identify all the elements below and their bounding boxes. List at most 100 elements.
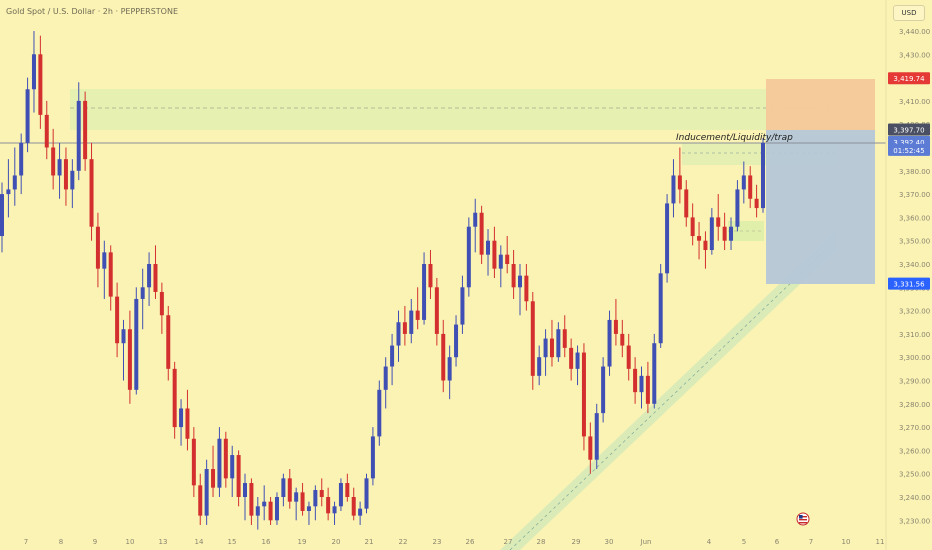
candle — [6, 159, 11, 218]
candle-body — [473, 212, 478, 227]
candle-body — [639, 375, 644, 393]
time-tick-label: 4 — [707, 538, 712, 546]
candle-body — [524, 275, 529, 302]
time-tick-label: 11 — [876, 538, 885, 546]
price-tick-label: 3,280.00 — [899, 401, 930, 409]
candle — [505, 236, 510, 274]
price-tick-label: 3,250.00 — [899, 471, 930, 479]
candle — [172, 361, 177, 439]
candle — [390, 333, 395, 386]
candle-body — [735, 189, 740, 227]
candle-body — [345, 483, 350, 497]
candle — [511, 250, 516, 299]
candle-body — [466, 226, 471, 288]
candle — [537, 345, 542, 386]
candle — [89, 142, 94, 241]
candle-body — [351, 497, 356, 516]
candle-body — [102, 252, 107, 269]
price-tick-label: 3,380.00 — [899, 168, 930, 176]
candle — [620, 319, 625, 358]
candle — [543, 329, 548, 376]
candle — [607, 310, 612, 376]
candle — [358, 501, 363, 525]
time-tick-label: 27 — [504, 538, 513, 546]
candle-body — [377, 389, 382, 437]
candle — [645, 361, 650, 414]
candle-body — [556, 329, 561, 358]
candle-body — [95, 226, 100, 269]
candle — [383, 357, 388, 409]
candle — [665, 194, 670, 283]
candle — [415, 287, 420, 330]
candle — [140, 268, 145, 330]
candle — [556, 322, 561, 362]
candle-body — [191, 438, 196, 486]
candle — [370, 427, 375, 486]
candle-body — [511, 264, 516, 288]
candle — [185, 389, 190, 451]
candle-body — [153, 264, 158, 292]
candle-body — [697, 236, 702, 241]
candle-body — [684, 189, 689, 218]
candle-body — [51, 147, 56, 176]
candle — [454, 315, 459, 367]
candle — [396, 310, 401, 362]
candle — [466, 217, 471, 297]
candle-body — [748, 175, 753, 199]
time-tick-label: 28 — [537, 538, 546, 546]
candle-body — [319, 490, 324, 497]
candle — [428, 250, 433, 299]
candle — [345, 473, 350, 502]
candle-body — [613, 319, 618, 334]
candle-body — [217, 438, 222, 488]
time-tick-label: 5 — [742, 538, 746, 546]
candle — [492, 226, 497, 278]
candle-body — [409, 310, 414, 334]
candle — [255, 497, 260, 530]
price-tick-label: 3,440.00 — [899, 28, 930, 36]
time-tick-label: 7 — [809, 538, 813, 546]
candle — [326, 487, 331, 521]
candle-body — [6, 189, 11, 195]
time-tick-label: 26 — [466, 538, 475, 546]
price-label-box — [888, 72, 930, 85]
candle-body — [537, 357, 542, 376]
candle-body — [716, 217, 721, 227]
price-label-box — [888, 123, 930, 136]
us-flag-icon[interactable] — [796, 512, 810, 526]
candle — [690, 203, 695, 246]
trend-channel-midline — [509, 239, 837, 550]
candle — [300, 483, 305, 516]
price-tick-label: 3,430.00 — [899, 51, 930, 59]
candle — [211, 445, 216, 497]
candle — [236, 450, 241, 507]
candle — [364, 473, 369, 514]
candle-body — [230, 455, 235, 479]
price-tick-label: 3,300.00 — [899, 354, 930, 362]
candle — [166, 305, 171, 381]
candle — [115, 282, 120, 358]
price-tick-label: 3,310.00 — [899, 331, 930, 339]
candle-body — [0, 194, 4, 237]
candle-body — [402, 322, 407, 334]
time-tick-label: 6 — [775, 538, 780, 546]
candle — [530, 291, 535, 390]
candle-body — [703, 240, 708, 251]
candle — [294, 487, 299, 521]
time-tick-label: 14 — [195, 538, 204, 546]
time-tick-label: Jun — [640, 538, 652, 546]
candle — [351, 487, 356, 521]
candle — [517, 264, 522, 316]
candle-body — [479, 212, 484, 255]
candle — [549, 319, 554, 367]
candle — [473, 198, 478, 253]
candle — [716, 194, 721, 241]
candle-body — [300, 492, 305, 511]
candle-body — [677, 175, 682, 190]
candle — [748, 166, 753, 209]
price-tick-label: 3,230.00 — [899, 517, 930, 525]
currency-button[interactable]: USD — [893, 5, 925, 21]
price-tick-label: 3,410.00 — [899, 98, 930, 106]
candle-body — [729, 226, 734, 241]
